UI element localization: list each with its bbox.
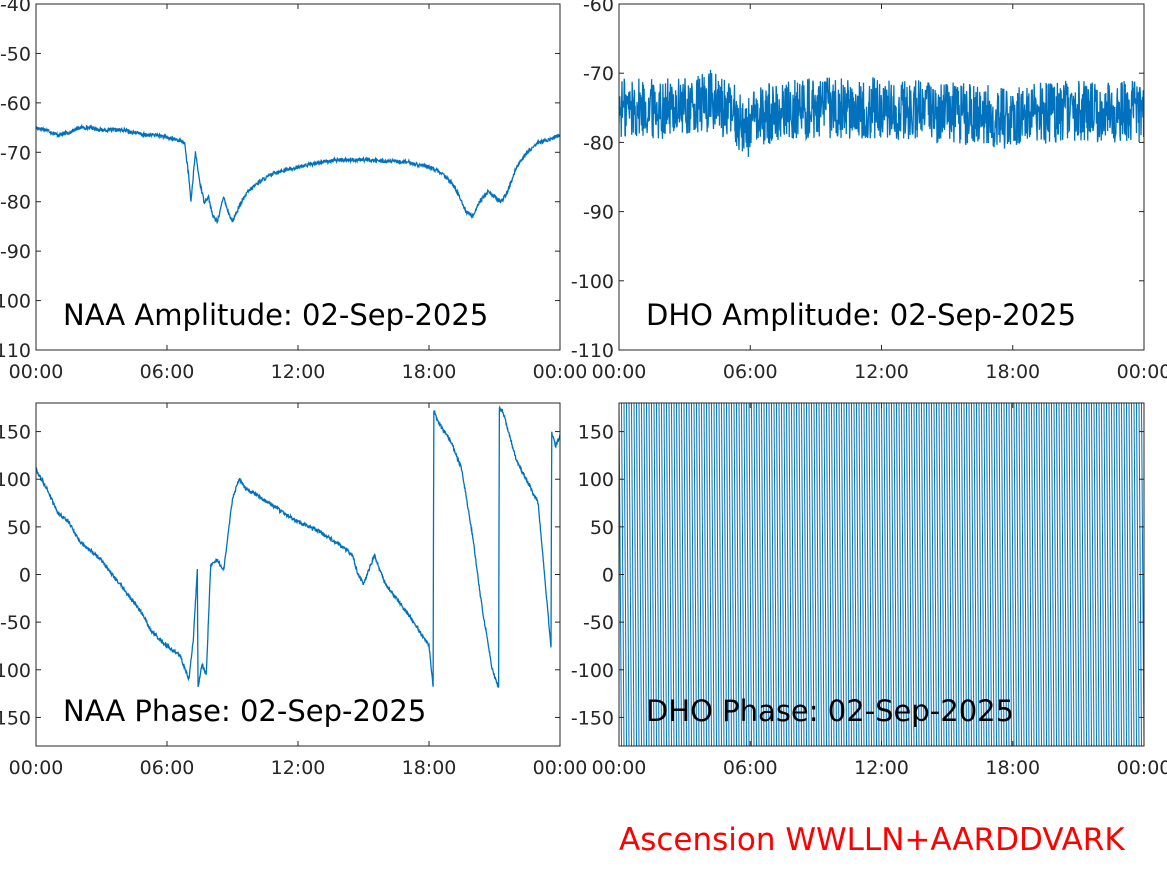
panel-title: DHO Phase: 02-Sep-2025 bbox=[646, 694, 1014, 728]
x-tick-label: 18:00 bbox=[985, 361, 1040, 383]
series-line-naa-amplitude bbox=[36, 123, 560, 225]
y-tick-label: -150 bbox=[571, 707, 614, 729]
x-tick-label: 18:00 bbox=[985, 757, 1040, 779]
y-tick-label: -40 bbox=[0, 0, 31, 16]
panel-title: DHO Amplitude: 02-Sep-2025 bbox=[646, 298, 1076, 332]
x-tick-label: 00:00 bbox=[1117, 361, 1167, 383]
station-label: Ascension WWLLN+AARDDVARK bbox=[619, 822, 1125, 858]
y-tick-label: -100 bbox=[0, 660, 31, 682]
y-tick-label: 0 bbox=[602, 565, 614, 587]
x-tick-label: 18:00 bbox=[402, 361, 457, 383]
y-tick-label: -60 bbox=[583, 0, 614, 16]
x-tick-label: 00:00 bbox=[1117, 757, 1167, 779]
x-tick-label: 06:00 bbox=[723, 757, 778, 779]
x-tick-label: 00:00 bbox=[9, 361, 64, 383]
panel-naa-amplitude: -40-50-60-70-80-90-100-11000:0006:0012:0… bbox=[0, 0, 587, 383]
y-tick-label: 0 bbox=[19, 565, 31, 587]
y-tick-label: -100 bbox=[571, 660, 614, 682]
y-tick-label: -100 bbox=[0, 291, 31, 313]
y-tick-label: -80 bbox=[0, 192, 31, 214]
y-tick-label: -110 bbox=[571, 340, 614, 362]
y-tick-label: -80 bbox=[583, 132, 614, 154]
x-tick-label: 00:00 bbox=[592, 757, 647, 779]
y-tick-label: -50 bbox=[0, 43, 31, 65]
x-tick-label: 06:00 bbox=[140, 361, 195, 383]
y-tick-label: 150 bbox=[0, 422, 31, 444]
x-tick-label: 06:00 bbox=[723, 361, 778, 383]
x-tick-label: 00:00 bbox=[9, 757, 64, 779]
y-tick-label: -90 bbox=[583, 202, 614, 224]
panel-title: NAA Phase: 02-Sep-2025 bbox=[63, 694, 426, 728]
y-tick-label: 150 bbox=[578, 422, 614, 444]
x-tick-label: 12:00 bbox=[854, 361, 909, 383]
x-tick-label: 12:00 bbox=[854, 757, 909, 779]
y-tick-label: 100 bbox=[578, 469, 614, 491]
x-tick-label: 00:00 bbox=[533, 757, 588, 779]
x-tick-label: 18:00 bbox=[402, 757, 457, 779]
y-tick-label: -60 bbox=[0, 93, 31, 115]
series-line-naa-phase bbox=[36, 405, 560, 688]
x-tick-label: 06:00 bbox=[140, 757, 195, 779]
panel-naa-phase: 150 100 50 0 -50 -100 -150 00:00 06:00 12:00 18:00… bbox=[0, 402, 588, 779]
x-tick-label: 12:00 bbox=[271, 757, 326, 779]
y-tick-label: 50 bbox=[7, 517, 31, 539]
panel-title: NAA Amplitude: 02-Sep-2025 bbox=[63, 298, 488, 332]
x-tick-label: 00:00 bbox=[533, 361, 588, 383]
y-tick-label: 100 bbox=[0, 469, 31, 491]
y-tick-label: -110 bbox=[0, 340, 31, 362]
x-tick-label: 00:00 bbox=[592, 361, 647, 383]
y-tick-label: -70 bbox=[583, 63, 614, 85]
y-tick-label: -50 bbox=[583, 612, 614, 634]
y-tick-label: -90 bbox=[0, 241, 31, 263]
y-tick-label: -150 bbox=[0, 707, 31, 729]
y-tick-label: -100 bbox=[571, 271, 614, 293]
panel-dho-phase: 150 100 50 0 -50 -100 -150 00:00 06:00 12:00 18:00… bbox=[571, 402, 1167, 779]
x-tick-label: 12:00 bbox=[271, 361, 326, 383]
series-line-dho-amplitude bbox=[619, 69, 1144, 157]
y-tick-label: -70 bbox=[0, 142, 31, 164]
y-tick-label: -50 bbox=[0, 612, 31, 634]
y-tick-label: 50 bbox=[590, 517, 614, 539]
